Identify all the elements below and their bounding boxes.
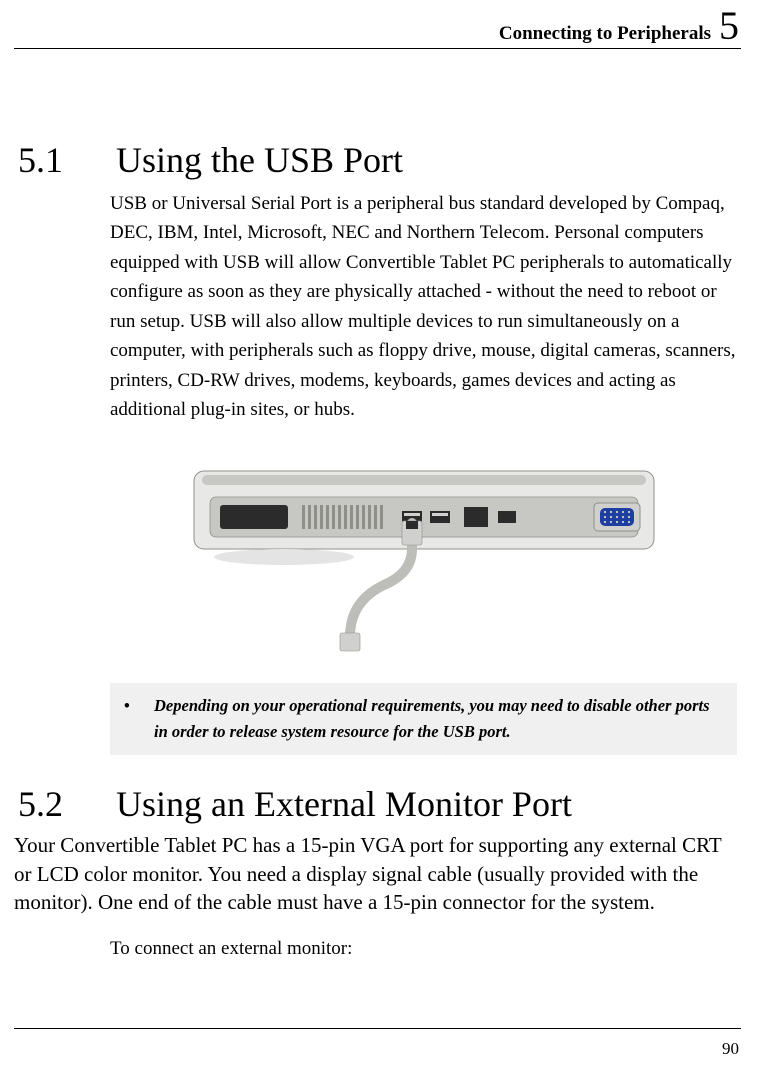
usb-port-illustration — [174, 461, 674, 661]
page-number: 90 — [14, 1039, 741, 1059]
chapter-number: 5 — [719, 6, 739, 46]
section-title: Using an External Monitor Port — [116, 783, 572, 825]
chapter-title: Connecting to Peripherals — [499, 23, 711, 45]
section-number: 5.1 — [14, 139, 94, 181]
section-5-1-paragraph: USB or Universal Serial Port is a periph… — [110, 189, 737, 425]
note-row: • Depending on your operational requirem… — [124, 693, 723, 746]
note-box: • Depending on your operational requirem… — [110, 683, 737, 756]
usb-port-figure — [174, 461, 674, 661]
section-5-2-subline: To connect an external monitor: — [110, 934, 737, 963]
section-5-2-heading: 5.2 Using an External Monitor Port — [14, 783, 741, 825]
section-title: Using the USB Port — [116, 139, 403, 181]
section-5-1-body: USB or Universal Serial Port is a periph… — [110, 189, 737, 755]
footer-rule — [14, 1028, 741, 1029]
section-number: 5.2 — [14, 783, 94, 825]
section-5-1-heading: 5.1 Using the USB Port — [14, 139, 741, 181]
bullet-icon: • — [124, 693, 134, 746]
running-header: Connecting to Peripherals 5 — [14, 6, 741, 46]
section-5-2-sub: To connect an external monitor: — [110, 934, 737, 963]
section-5-2-paragraph: Your Convertible Tablet PC has a 15-pin … — [14, 831, 741, 916]
page-footer: 90 — [14, 1028, 741, 1059]
document-page: Connecting to Peripherals 5 5.1 Using th… — [0, 0, 761, 1077]
note-text: Depending on your operational requiremen… — [154, 693, 723, 746]
content-area: 5.1 Using the USB Port USB or Universal … — [14, 49, 741, 964]
